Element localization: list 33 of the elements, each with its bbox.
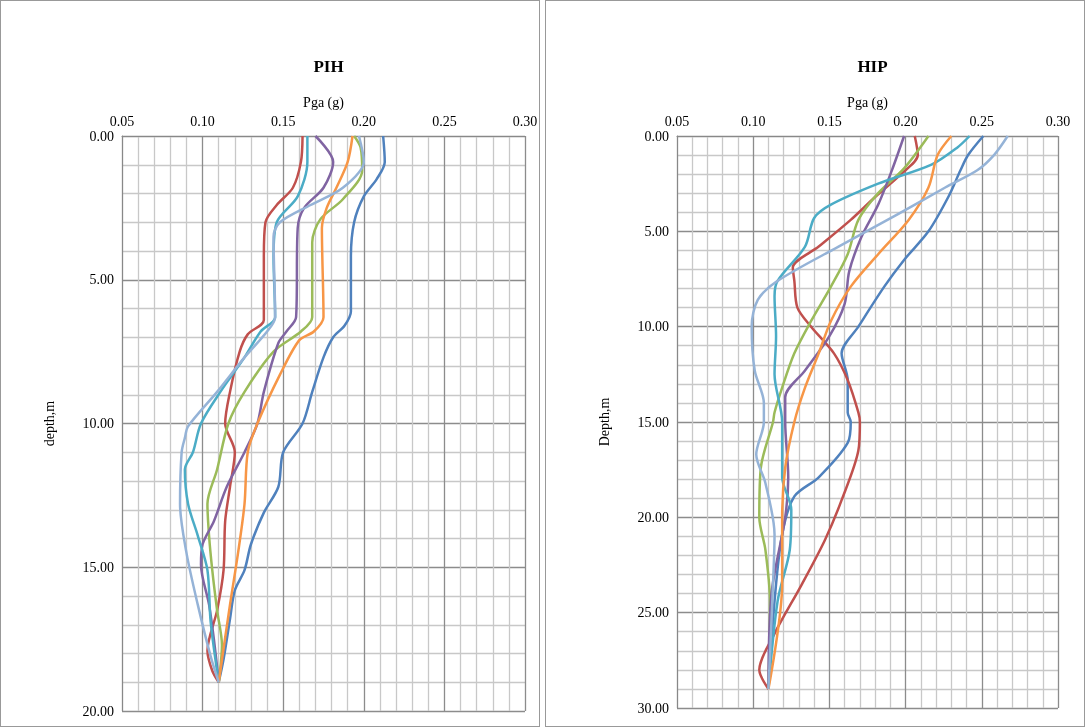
x-axis-title: Pga (g) — [847, 94, 889, 111]
y-tick-label: 15.00 — [82, 559, 114, 575]
y-tick-label: 20.00 — [82, 703, 114, 719]
y-tick-label: 5.00 — [89, 272, 114, 288]
line-series — [206, 134, 304, 684]
x-tick-label: 0.30 — [1045, 113, 1071, 129]
y-tick-label: 0.00 — [644, 128, 669, 144]
y-axis-title: Depth,m — [596, 397, 612, 447]
y-tick-label: 20.00 — [637, 509, 669, 525]
line-series — [750, 134, 1009, 691]
x-tick-label: 0.10 — [190, 113, 215, 129]
x-axis-title: Pga (g) — [303, 94, 345, 111]
x-tick-label: 0.25 — [432, 113, 457, 129]
y-tick-label: 10.00 — [637, 319, 669, 335]
y-tick-label: 25.00 — [637, 605, 669, 621]
x-tick-label: 0.25 — [969, 113, 995, 129]
x-tick-label: 0.20 — [351, 113, 377, 129]
x-tick-label: 0.05 — [109, 113, 135, 129]
y-tick-label: 10.00 — [82, 416, 114, 431]
y-tick-label: 5.00 — [644, 223, 669, 239]
x-tick-label: 0.05 — [664, 113, 690, 129]
chart-title: HIP — [857, 57, 888, 76]
y-tick-label: 30.00 — [637, 700, 669, 716]
line-series — [178, 134, 366, 684]
x-tick-label: 0.15 — [817, 113, 842, 129]
x-tick-label: 0.20 — [893, 113, 918, 129]
y-tick-label: 15.00 — [637, 414, 669, 430]
x-tick-label: 0.15 — [270, 113, 296, 129]
chart-title: PIH — [313, 57, 344, 76]
y-tick-label: 0.00 — [89, 128, 114, 144]
x-tick-label: 0.10 — [740, 113, 766, 129]
y-axis-title: depth,m — [41, 400, 57, 447]
x-tick-label: 0.30 — [512, 113, 538, 129]
